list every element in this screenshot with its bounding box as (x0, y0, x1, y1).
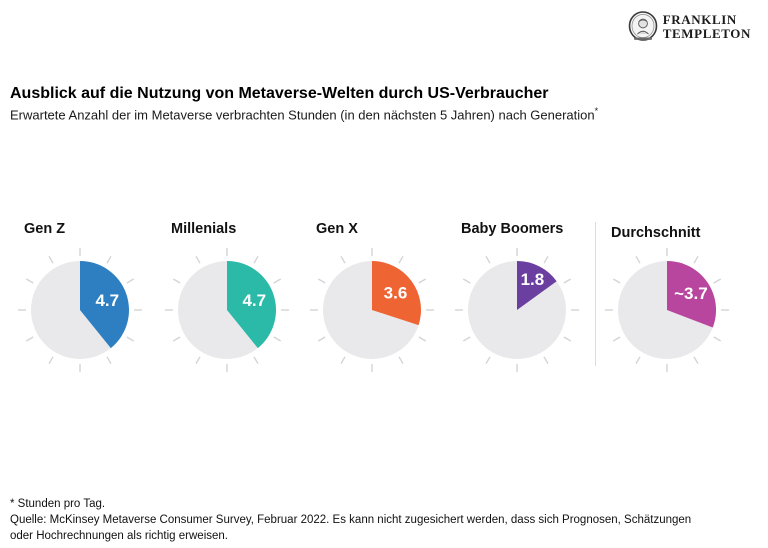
clock-ticks (18, 248, 142, 372)
hours-wedge (227, 261, 277, 349)
logo-wordmark: FRANKLIN TEMPLETON (662, 11, 751, 41)
franklin-templeton-logo: FRANKLIN TEMPLETON (628, 11, 751, 42)
hours-wedge (517, 261, 557, 310)
clock-pie-chart: 4.7 (18, 248, 142, 372)
clock-baby-boomers: Baby Boomers 1.8 (452, 221, 582, 375)
clock-pie-chart: 1.8 (455, 248, 579, 372)
generation-label: Gen Z (24, 221, 66, 237)
hours-value: 4.7 (95, 291, 119, 310)
clock-ticks (165, 248, 289, 372)
clock-ticks (310, 248, 434, 372)
clock-gen-z: Gen Z 4.7 (15, 221, 145, 375)
hours-wedge (667, 261, 717, 328)
clock-pie-chart: 3.6 (310, 248, 434, 372)
generation-label: Baby Boomers (461, 221, 564, 237)
generation-label: Durchschnitt (611, 225, 701, 241)
generation-label: Millenials (171, 221, 237, 237)
footnotes: * Stunden pro Tag. Quelle: McKinsey Meta… (10, 496, 700, 544)
footnote-source: Quelle: McKinsey Metaverse Consumer Surv… (10, 514, 692, 542)
ben-franklin-portrait-icon (628, 11, 658, 41)
footnote-marker: * (594, 106, 599, 116)
clock-durchschnitt: Durchschnitt ~3.7 (602, 225, 732, 375)
hours-value: 4.7 (242, 291, 266, 310)
hours-wedge (372, 261, 421, 326)
clock-chart-row: Gen Z 4.7 Millenials 4.7 Gen X 3.6 Baby Boomer… (15, 221, 732, 375)
generation-label: Gen X (316, 221, 358, 237)
hours-value: ~3.7 (674, 284, 708, 303)
logo-line-1: FRANKLIN (662, 11, 737, 27)
logo-line-2: TEMPLETON (662, 25, 751, 41)
average-divider (595, 222, 596, 366)
clock-gen-x: Gen X 3.6 (307, 221, 437, 375)
hours-value: 1.8 (521, 270, 545, 289)
clock-millenials: Millenials 4.7 (162, 221, 292, 375)
page-title: Ausblick auf die Nutzung von Metaverse-W… (10, 85, 549, 102)
clock-ticks (455, 248, 579, 372)
clock-pie-chart: 4.7 (165, 248, 289, 372)
hours-value: 3.6 (384, 284, 408, 303)
page-subtitle: Erwartete Anzahl der im Metaverse verbra… (10, 106, 598, 122)
hours-wedge (80, 261, 130, 349)
footnote-unit: * Stunden pro Tag. (10, 498, 106, 510)
clock-ticks (605, 248, 729, 372)
subtitle-text: Erwartete Anzahl der im Metaverse verbra… (10, 107, 595, 123)
clock-pie-chart: ~3.7 (605, 248, 729, 372)
